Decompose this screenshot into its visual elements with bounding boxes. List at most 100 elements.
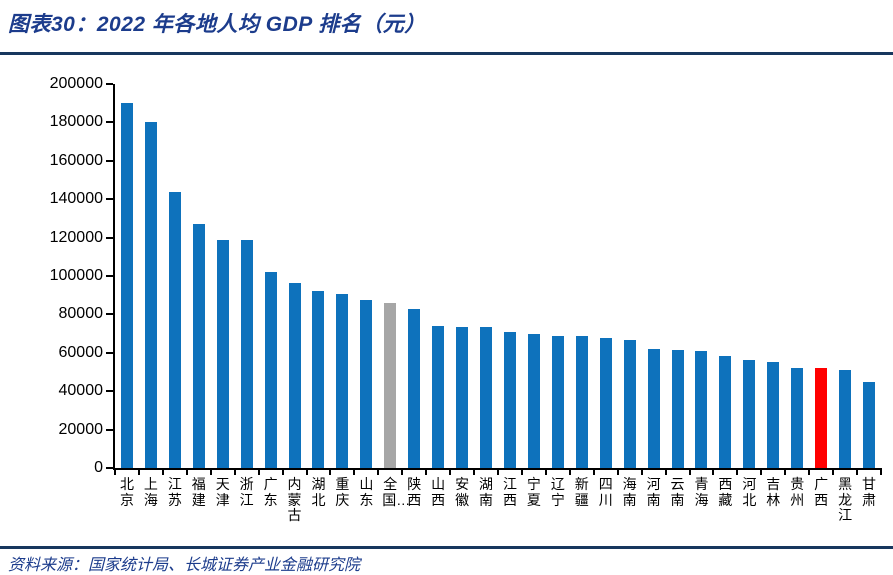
- x-axis-tick-mark: [401, 470, 404, 475]
- x-axis-tick-mark: [688, 470, 691, 475]
- chart-bar: [791, 367, 804, 468]
- x-axis-tick-mark: [592, 470, 595, 475]
- chart-bar: [647, 348, 660, 468]
- x-axis-category-label: 黑龙江: [838, 476, 853, 523]
- chart-bar: [216, 239, 229, 468]
- x-axis-tick-mark: [425, 470, 428, 475]
- chart-bar: [503, 331, 516, 468]
- chart-bar: [384, 303, 397, 468]
- y-axis-tick-label: 200000: [49, 75, 103, 92]
- x-axis-tick-mark: [856, 470, 859, 475]
- y-axis-tick-label: 20000: [58, 420, 104, 438]
- x-axis-category-label: 甘肃: [862, 476, 877, 508]
- x-axis-category-label: 陕西: [407, 476, 422, 508]
- y-axis-tick-label: 180000: [49, 113, 103, 131]
- x-axis-tick-mark: [161, 470, 164, 475]
- x-axis-category-label: 新疆: [574, 476, 589, 508]
- x-axis-category-label: 云南: [670, 476, 685, 508]
- x-axis-tick-mark: [640, 470, 643, 475]
- figure-caption: 图表30：2022 年各地人均 GDP 排名（元）: [8, 13, 426, 36]
- x-axis-tick-mark: [832, 470, 835, 475]
- x-axis-category-label: 宁夏: [526, 476, 541, 508]
- x-axis-tick-mark: [329, 470, 332, 475]
- x-axis-category-label: 山西: [431, 476, 446, 508]
- chart-bar: [623, 340, 636, 468]
- x-axis-category-label: 广西: [814, 476, 829, 508]
- x-axis-tick-mark: [114, 470, 116, 475]
- x-axis-category-label: 江苏: [167, 476, 182, 508]
- top-divider-line: [0, 52, 893, 55]
- x-axis-tick-mark: [808, 470, 811, 475]
- x-axis-category-label: 福建: [191, 476, 206, 508]
- x-axis-category-label: 河北: [742, 476, 757, 508]
- plot-axes-frame: [113, 84, 882, 470]
- y-axis-tick-mark: [106, 83, 113, 85]
- y-axis-tick-label: 40000: [58, 382, 104, 400]
- bottom-divider-line: [0, 546, 893, 549]
- x-axis-tick-mark: [257, 470, 260, 475]
- y-axis-tick-mark: [106, 159, 113, 162]
- x-axis-category-label: 海南: [622, 476, 637, 508]
- chart-bar: [360, 300, 373, 468]
- x-axis-category-label: 河南: [646, 476, 661, 508]
- x-axis-tick-mark: [137, 470, 140, 475]
- chart-bar: [551, 335, 564, 468]
- chart-bar: [480, 326, 493, 468]
- chart-bar: [815, 367, 828, 468]
- y-axis-tick-label: 160000: [49, 151, 103, 169]
- y-axis-tick-mark: [106, 313, 113, 316]
- x-axis-tick-mark: [377, 470, 380, 475]
- x-axis-tick-mark: [281, 470, 284, 475]
- x-axis-tick-mark: [760, 470, 763, 475]
- y-axis-tick-label: 100000: [49, 267, 103, 284]
- y-axis-tick-mark: [106, 275, 113, 277]
- x-axis-tick-mark: [544, 470, 547, 475]
- x-axis-category-label: 江西: [502, 476, 517, 508]
- x-axis-tick-mark: [616, 470, 619, 475]
- x-axis-tick-mark: [353, 470, 356, 475]
- chart-bar: [144, 122, 157, 468]
- x-axis-category-label: 安徽: [455, 476, 470, 508]
- x-axis-tick-mark: [520, 470, 523, 475]
- x-axis-tick-mark: [784, 470, 787, 475]
- x-axis-category-label: 青海: [694, 476, 709, 508]
- x-axis-tick-mark: [497, 470, 499, 475]
- chart-bar: [719, 355, 732, 468]
- chart-bar: [863, 381, 876, 468]
- y-axis-tick-mark: [106, 390, 113, 393]
- chart-bar: [743, 359, 756, 468]
- y-axis-tick-label: 60000: [58, 343, 104, 361]
- x-axis-category-label: 重庆: [335, 476, 350, 508]
- x-axis-tick-mark: [233, 470, 236, 475]
- x-axis-tick-mark: [712, 470, 715, 475]
- x-axis-category-label: 辽宁: [550, 476, 565, 508]
- x-axis-category-label: 浙江: [239, 476, 254, 508]
- chart-bar: [168, 191, 181, 468]
- x-axis-tick-mark: [473, 470, 476, 475]
- x-axis-category-label: 天津: [215, 476, 230, 508]
- y-axis-tick-label: 120000: [49, 228, 103, 246]
- chart-bar: [240, 240, 253, 468]
- y-axis-tick-mark: [106, 467, 113, 469]
- y-axis-tick-mark: [106, 428, 113, 431]
- data-source-note: 资料来源：国家统计局、长城证券产业金融研究院: [8, 557, 361, 574]
- chart-bar: [408, 308, 421, 468]
- x-axis-category-label: 全国…: [382, 476, 411, 508]
- x-axis-tick-mark: [185, 470, 188, 475]
- chart-bar: [575, 336, 588, 468]
- y-axis-tick-mark: [106, 351, 113, 354]
- x-axis-category-label: 四川: [598, 476, 613, 508]
- chart-bar: [264, 272, 277, 468]
- x-axis-category-label: 湖南: [479, 476, 494, 508]
- x-axis-tick-mark: [305, 470, 308, 475]
- chart-bar: [671, 349, 684, 468]
- chart-bar: [767, 361, 780, 468]
- chart-bar: [336, 294, 349, 468]
- x-axis-tick-mark: [568, 470, 571, 475]
- x-axis-category-label: 吉林: [766, 476, 781, 508]
- chart-bar: [695, 351, 708, 468]
- y-axis-tick-label: 80000: [58, 305, 104, 323]
- y-axis-tick-label: 140000: [49, 190, 103, 208]
